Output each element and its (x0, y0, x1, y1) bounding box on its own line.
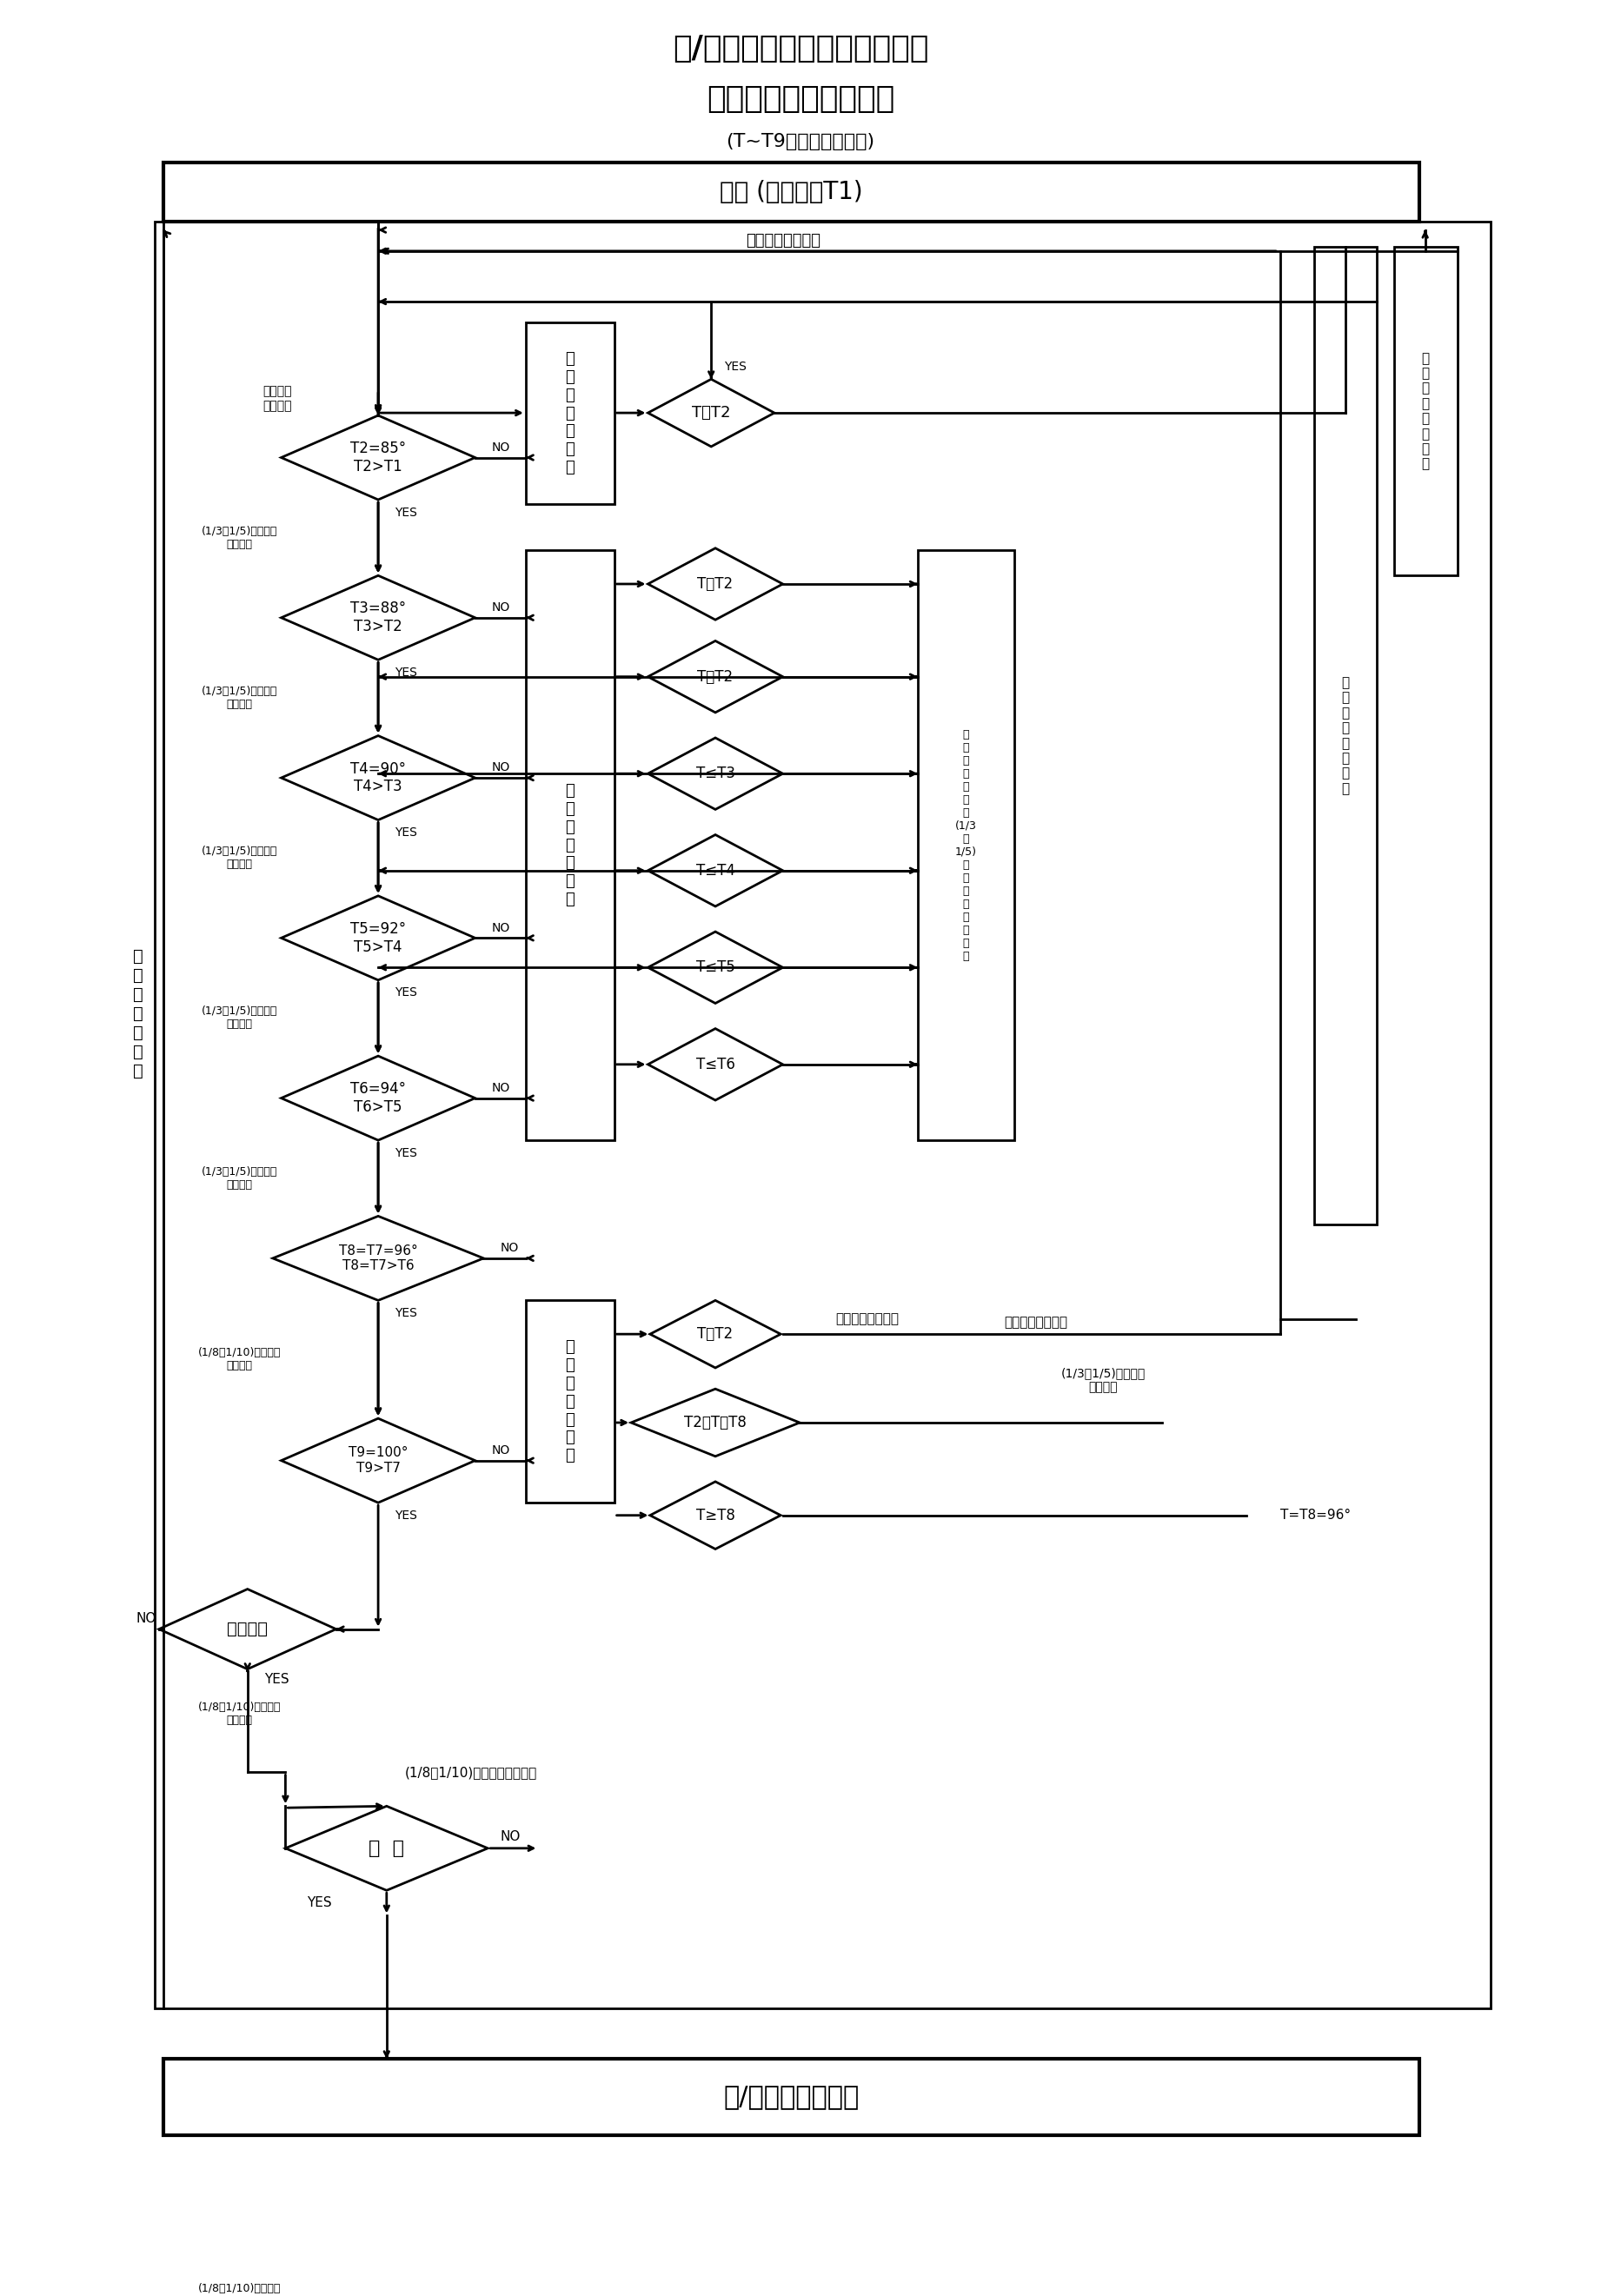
Text: (1/8～1/10)额定功率小火加热: (1/8～1/10)额定功率小火加热 (405, 1766, 536, 1779)
Text: NO: NO (136, 1612, 157, 1626)
Text: 额定功率大火加热: 额定功率大火加热 (746, 234, 820, 248)
Text: T≤T6: T≤T6 (696, 1056, 735, 1072)
FancyBboxPatch shape (525, 324, 615, 503)
FancyBboxPatch shape (1394, 248, 1457, 576)
Text: T≤T5: T≤T5 (696, 960, 735, 976)
Text: 额定功率大火加热: 额定功率大火加热 (1004, 1316, 1068, 1329)
Text: YES: YES (395, 987, 418, 999)
Text: YES: YES (395, 1146, 418, 1159)
Text: T4=90°
T4>T3: T4=90° T4>T3 (351, 760, 407, 794)
FancyBboxPatch shape (525, 1300, 615, 1502)
Text: 额定功率大火加热: 额定功率大火加热 (836, 1313, 898, 1325)
Text: T＜T2: T＜T2 (698, 1327, 733, 1341)
FancyBboxPatch shape (163, 163, 1418, 220)
Text: 烹
调
时
间
倒
计
时: 烹 调 时 间 倒 计 时 (133, 948, 142, 1079)
Text: YES: YES (264, 1674, 290, 1685)
Text: NO: NO (501, 1242, 519, 1254)
Polygon shape (282, 895, 475, 980)
Polygon shape (285, 1807, 488, 1890)
Text: 粥/汤烹饪过程开盖添加材料的: 粥/汤烹饪过程开盖添加材料的 (672, 34, 929, 64)
Text: YES: YES (307, 1896, 331, 1910)
Text: NO: NO (492, 602, 511, 613)
Text: YES: YES (395, 666, 418, 680)
FancyBboxPatch shape (163, 2060, 1418, 2135)
Text: NO: NO (492, 921, 511, 934)
Polygon shape (158, 1589, 336, 1669)
Polygon shape (648, 379, 775, 448)
Text: T≥T8: T≥T8 (696, 1508, 735, 1522)
Text: YES: YES (724, 360, 746, 372)
Text: (1/3～1/5)额定功率
中火加热: (1/3～1/5)额定功率 中火加热 (1061, 1368, 1145, 1394)
Polygon shape (650, 1300, 781, 1368)
Text: T6=94°
T6>T5: T6=94° T6>T5 (351, 1081, 407, 1116)
Text: (1/8～1/10)额定功率
小火加热: (1/8～1/10)额定功率 小火加热 (197, 1701, 280, 1727)
Text: YES: YES (395, 827, 418, 838)
Text: 开
锅
盖
添
加
材
料: 开 锅 盖 添 加 材 料 (565, 351, 575, 475)
Text: (1/3～1/5)额定功率
中火加热: (1/3～1/5)额定功率 中火加热 (202, 1166, 277, 1189)
Text: 自动精确控制工艺流程: 自动精确控制工艺流程 (706, 85, 895, 115)
Polygon shape (631, 1389, 799, 1456)
Polygon shape (282, 1056, 475, 1141)
Text: 回
到
当
前
控
制
的
(1/3
～
1/5)
额
定
功
率
中
火
加
热: 回 到 当 前 控 制 的 (1/3 ～ 1/5) 额 定 功 率 中 火 加 … (956, 728, 977, 962)
Text: 保  温: 保 温 (368, 1839, 405, 1857)
Text: T＜T2: T＜T2 (692, 404, 730, 420)
Text: NO: NO (492, 1081, 511, 1095)
Polygon shape (282, 1419, 475, 1502)
Text: NO: NO (492, 1444, 511, 1456)
Text: YES: YES (395, 505, 418, 519)
Text: YES: YES (395, 1306, 418, 1320)
Polygon shape (648, 836, 783, 907)
Text: 粥/汤烹饪程序完成: 粥/汤烹饪程序完成 (724, 2085, 860, 2110)
FancyBboxPatch shape (917, 551, 1015, 1141)
Text: (T~T9为盖传感器温度): (T~T9为盖传感器温度) (727, 133, 874, 149)
Text: 额
定
功
率
大
火
加
热: 额 定 功 率 大 火 加 热 (1422, 351, 1430, 471)
Text: T2=85°
T2>T1: T2=85° T2>T1 (351, 441, 407, 475)
Text: (1/8～1/10)额定功率
小火加热: (1/8～1/10)额定功率 小火加热 (197, 2282, 280, 2296)
Text: T＜T2: T＜T2 (698, 576, 733, 592)
Text: (1/8～1/10)额定功率
小火加热: (1/8～1/10)额定功率 小火加热 (197, 1348, 280, 1371)
Text: NO: NO (492, 441, 511, 455)
Polygon shape (648, 549, 783, 620)
Text: 时间完成: 时间完成 (227, 1621, 267, 1637)
Text: (1/3～1/5)额定功率
中火加热: (1/3～1/5)额定功率 中火加热 (202, 526, 277, 549)
Text: T2＜T＜T8: T2＜T＜T8 (684, 1414, 746, 1430)
Text: T=T8=96°: T=T8=96° (1281, 1508, 1351, 1522)
Text: T8=T7=96°
T8=T7>T6: T8=T7=96° T8=T7>T6 (339, 1244, 418, 1272)
Polygon shape (648, 641, 783, 712)
Polygon shape (650, 1481, 781, 1550)
Polygon shape (648, 1029, 783, 1100)
Polygon shape (648, 737, 783, 810)
Text: YES: YES (395, 1508, 418, 1522)
FancyBboxPatch shape (1314, 248, 1377, 1224)
Polygon shape (648, 932, 783, 1003)
Text: (1/3～1/5)额定功率
中火加热: (1/3～1/5)额定功率 中火加热 (202, 845, 277, 870)
Text: T3=88°
T3>T2: T3=88° T3>T2 (351, 602, 407, 634)
Text: (1/3～1/5)额定功率
中火加热: (1/3～1/5)额定功率 中火加热 (202, 1006, 277, 1031)
Text: T≤T3: T≤T3 (696, 767, 735, 781)
Text: T9=100°
T9>T7: T9=100° T9>T7 (349, 1446, 408, 1474)
Text: NO: NO (492, 762, 511, 774)
Text: T5=92°
T5>T4: T5=92° T5>T4 (351, 921, 407, 955)
Polygon shape (272, 1217, 484, 1300)
Polygon shape (282, 416, 475, 501)
Text: 开始 (环境温度T1): 开始 (环境温度T1) (720, 179, 863, 204)
Text: 额
定
功
率
大
火
加
热: 额 定 功 率 大 火 加 热 (1342, 677, 1350, 794)
Text: 开
锅
盖
添
加
材
料: 开 锅 盖 添 加 材 料 (565, 1339, 575, 1463)
Text: 额定功率
大火加热: 额定功率 大火加热 (263, 386, 291, 411)
Polygon shape (282, 576, 475, 659)
Text: (1/3～1/5)额定功率
中火加热: (1/3～1/5)额定功率 中火加热 (202, 687, 277, 709)
Text: T＝T2: T＝T2 (698, 668, 733, 684)
FancyBboxPatch shape (525, 551, 615, 1141)
Text: NO: NO (501, 1830, 520, 1844)
Text: 开
锅
盖
添
加
材
料: 开 锅 盖 添 加 材 料 (565, 783, 575, 907)
Polygon shape (282, 735, 475, 820)
Text: T≤T4: T≤T4 (696, 863, 735, 879)
